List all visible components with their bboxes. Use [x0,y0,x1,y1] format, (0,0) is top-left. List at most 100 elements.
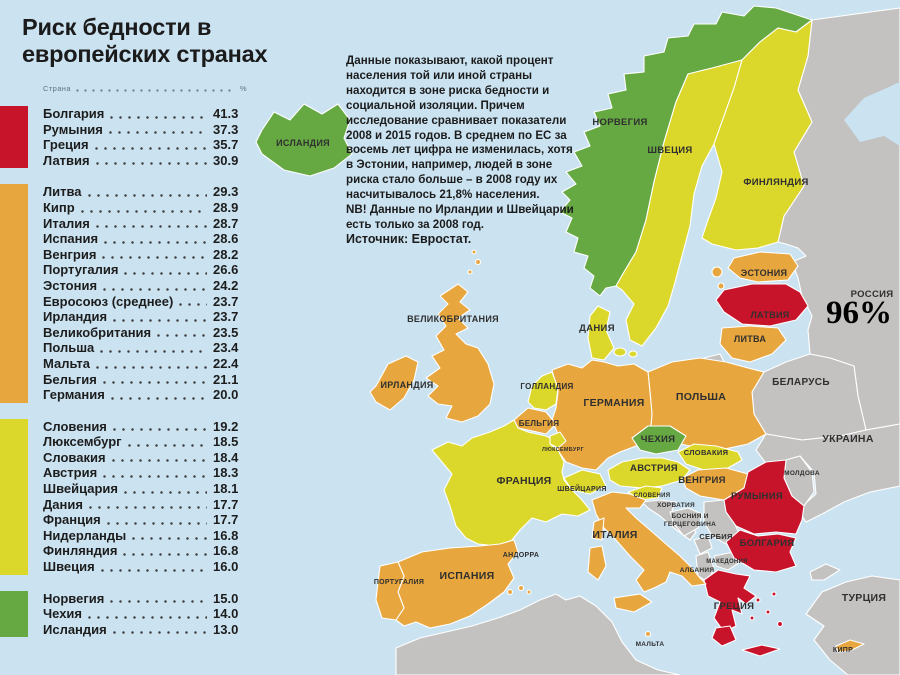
dot-leader [111,459,207,463]
dot-leader [179,303,207,307]
dot-leader [157,334,207,338]
list-item: Болгария 41.3 [43,106,247,122]
list-item: Португалия 26.6 [43,262,247,278]
list-item: Польша 23.4 [43,340,247,356]
country-value: 16.8 [213,543,239,559]
greece-peloponnese [711,625,737,647]
dot-leader [94,146,207,150]
map-label-belgium: БЕЛЬГИЯ [519,419,560,428]
map-label-belarus: БЕЛАРУСЬ [772,377,830,388]
country-great-britain [425,283,495,423]
list-item: Ирландия 23.7 [43,309,247,325]
list-item: Бельгия 21.1 [43,372,247,388]
legend-group-orange: Литва 29.3 Кипр 28.9 Италия 28.7 Испания 28.6 Ве… [0,184,336,403]
country-name: Германия [43,387,105,403]
balearic-island [506,588,514,596]
country-value: 21.1 [213,371,239,387]
map-label-lithuania: ЛИТВА [734,334,767,344]
white-sea [844,82,900,146]
country-iceland [255,103,353,177]
country-germany [551,359,653,471]
map-label-finland: ФИНЛЯНДИЯ [743,177,808,188]
list-item: Дания 17.7 [43,497,247,513]
map-label-latvia: ЛАТВИЯ [750,310,789,320]
country-denmark [587,305,615,361]
country-value: 23.7 [213,309,239,325]
legend-rows: Литва 29.3 Кипр 28.9 Италия 28.7 Испания 28.6 Ве… [43,184,247,402]
map-label-bosnia-line1: БОСНИЯ И [671,513,708,520]
country-france [431,419,591,547]
country-value: 28.7 [213,215,239,231]
country-value: 17.7 [213,496,239,512]
country-value: 24.2 [213,277,239,293]
country-finland [701,19,813,251]
list-header: Страна % [43,84,247,93]
list-item: Румыния 37.3 [43,122,247,138]
list-item: Словакия 18.4 [43,450,247,466]
dot-leader [100,568,207,572]
map-label-denmark: ДАНИЯ [579,323,615,334]
map-label-russia: РОССИЯ [851,289,894,300]
country-bosnia [669,507,703,537]
country-turkey [805,575,900,675]
legend-rows: Болгария 41.3 Румыния 37.3 Греция 35.7 Латвия 3… [43,106,247,168]
country-value: 28.6 [213,231,239,247]
country-ireland [369,355,419,411]
country-name: Италия [43,215,90,231]
map-label-slovakia: СЛОВАКИЯ [684,448,729,457]
country-name: Австрия [43,465,98,481]
country-romania [723,459,805,535]
country-name: Польша [43,340,95,356]
map-label-slovenia: СЛОВЕНИЯ [634,493,671,499]
map-label-turkey: ТУРЦИЯ [842,592,887,604]
country-netherlands [527,371,559,411]
country-name: Испания [43,231,99,247]
dot-leader [106,521,207,525]
map-label-serbia: СЕРБИЯ [699,532,732,541]
map-label-andorra: АНДОРРА [503,552,539,559]
country-value: 16.8 [213,527,239,543]
map-label-cyprus: КИПР [833,647,853,654]
list-header-percent: % [239,84,247,93]
list-item: Финляндия 16.8 [43,543,247,559]
denmark-island [628,350,638,358]
country-malta [644,630,652,638]
dot-leader [75,89,235,92]
italy-sardinia [587,545,607,581]
country-name: Мальта [43,355,90,371]
legend-group-green: Норвегия 15.0 Чехия 14.0 Исландия 13.0 [0,590,336,638]
country-value: 29.3 [213,184,239,200]
dot-leader [88,615,207,619]
country-switzerland [563,469,607,495]
country-estonia [727,251,799,283]
shetland-island [467,269,473,275]
legend-rows: Норвегия 15.0 Чехия 14.0 Исландия 13.0 [43,591,247,638]
estonia-island [711,266,723,278]
list-item: Нидерланды 16.8 [43,528,247,544]
country-value: 19.2 [213,418,239,434]
list-header-country: Страна [43,84,71,93]
list-item: Италия 28.7 [43,216,247,232]
country-value: 41.3 [213,106,239,121]
list-item: Латвия 30.9 [43,153,247,169]
country-name: Болгария [43,106,105,121]
country-austria [607,457,691,489]
dot-leader [87,193,207,197]
estonia-island [717,282,725,290]
country-italy [591,491,707,593]
corsica [591,517,605,541]
country-name: Дания [43,496,83,512]
list-item: Венгрия 28.2 [43,247,247,263]
denmark-island [613,347,627,357]
country-value: 22.4 [213,355,239,371]
map-label-bulgaria: БОЛГАРИЯ [740,538,795,549]
legend-group-yellow: Словения 19.2 Люксембург 18.5 Словакия 18.4 Ав… [0,418,336,575]
aegean-island [765,609,771,615]
country-value: 13.0 [213,621,239,637]
dot-leader [102,256,207,260]
country-value: 23.5 [213,324,239,340]
dot-leader [95,162,207,166]
country-name: Кипр [43,199,75,215]
map-label-luxembourg: ЛЮКСЕМБУРГ [542,447,585,453]
aegean-island [776,620,784,628]
